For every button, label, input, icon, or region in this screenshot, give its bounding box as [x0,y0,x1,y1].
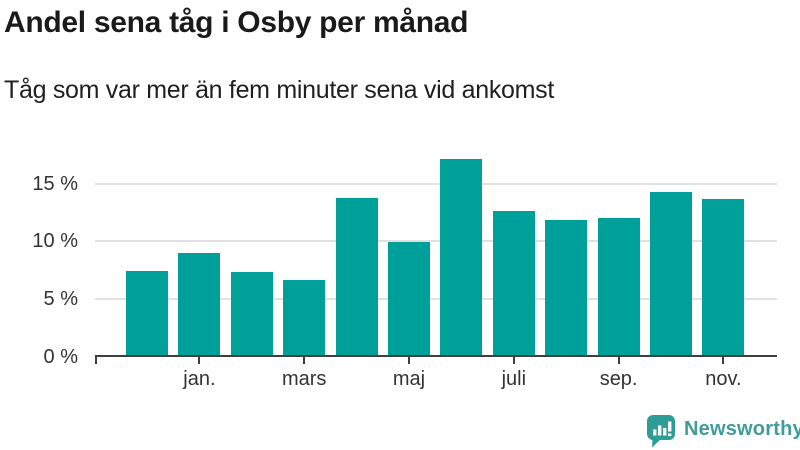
bar-juli [492,210,535,355]
x-axis-tick [512,357,515,364]
y-axis-tick-label: 15 % [32,172,78,195]
bar-jan [178,253,221,355]
x-axis-tick [198,357,201,364]
chart-subtitle: Tåg som var mer än fem minuter sena vid … [4,76,554,104]
bar-apr [335,197,378,355]
x-axis-tick [95,357,97,364]
x-axis-tick [617,357,620,364]
x-axis-tick-label: nov. [705,368,742,390]
chart-title: Andel sena tåg i Osby per månad [4,6,469,39]
x-axis-tick [408,357,410,364]
x-axis-tick-label: juli [501,368,527,390]
gridline-10 [95,240,777,243]
y-axis-tick-label: 0 % [43,346,78,368]
bar-sep [597,217,640,355]
x-axis-tick [722,357,725,364]
x-axis-tick-label: jan. [183,368,216,390]
bar-maj [388,241,430,355]
bar-aug [545,219,588,355]
bar-mars [283,279,326,355]
bar-feb [230,271,273,355]
newsworthy-logo: Newsworthy [646,414,800,448]
newsworthy-bubble-chart-icon [646,415,675,448]
bar-nov [702,199,745,355]
gridline-15 [95,182,777,185]
gridline-5 [95,298,777,301]
x-axis-tick-label: maj [392,368,426,390]
bar-dec [126,270,168,355]
x-axis-tick [303,357,306,364]
newsworthy-logo-text: Newsworthy [684,418,800,440]
x-axis-tick-label: sep. [599,368,638,390]
plot-area: 0 % 5 % 10 % 15 % jan. mars maj juli sep. nov. [32,149,777,390]
y-axis-tick-label: 10 % [32,230,78,253]
bar-okt [650,192,692,355]
bar-juni [440,158,483,355]
x-axis-tick-label: mars [281,368,327,390]
y-axis-tick-label: 5 % [43,288,78,311]
